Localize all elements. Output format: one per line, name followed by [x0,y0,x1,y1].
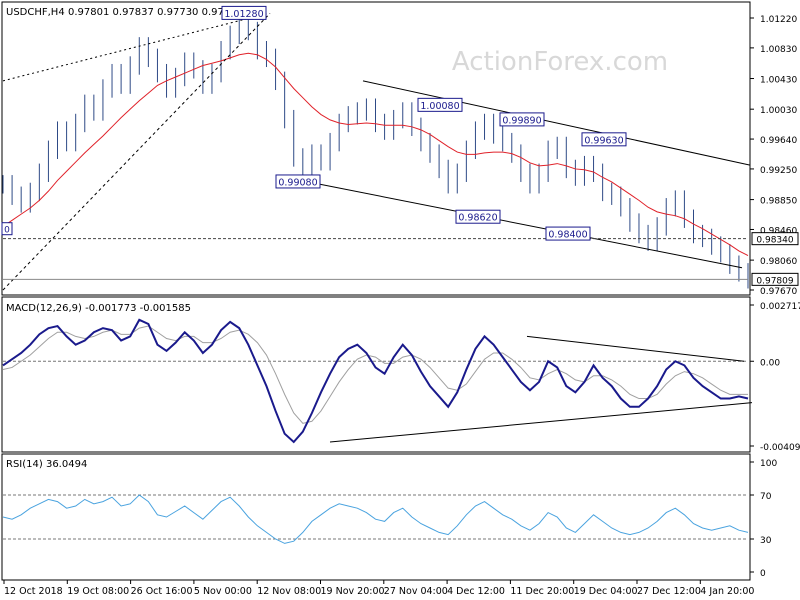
price-annotation-label: 0.99630 [584,135,623,146]
edge-label-box [1,222,13,236]
time-axis: 12 Oct 2018 19 Oct 08:00 26 Oct 16:00 5 Nov… [3,580,754,597]
price-tick-label: 0.98850 [760,197,797,207]
channel-lower-line [319,183,743,269]
lower-trendline-dashed [2,13,271,291]
price-annotation-label: 0.98400 [548,230,587,241]
rsi-line [2,494,749,544]
ohlc-values: 0.97801 0.97837 0.97730 0.97809 [68,7,243,18]
rsi-tick-label: 70 [760,492,772,502]
price-marker-box [751,272,799,286]
upper-trendline-dotted [2,12,269,82]
price-annotation-box [221,5,267,20]
price-tick-label: 1.00830 [760,45,797,55]
macd-title: MACD(12,26,9) -0.001773 -0.001585 [6,303,191,314]
time-tick-label: 4 Dec 12:00 [447,586,505,597]
price-marker-label: 0.97809 [756,276,793,286]
time-tick-label: 19 Dec 04:00 [574,586,638,597]
price-tick-label: 1.00030 [760,106,797,116]
macd-panel-frame [1,296,751,453]
price-annotation-label: 0.99890 [502,115,541,126]
time-tick-label: 19 Oct 08:00 [67,586,129,597]
price-annotation-box [545,226,591,241]
rsi-title: RSI(14) 36.0494 [6,459,87,470]
price-tick-label: 0.99250 [760,166,797,176]
price-tick-label: 0.98460 [760,226,797,236]
rsi-tick-label: 30 [760,536,772,546]
price-annotation-box [275,174,321,189]
price-axis: 1.01220 1.00830 1.00430 1.00030 0.99640 0.992… [750,15,799,297]
price-panel-frame [1,1,751,296]
price-tick-label: 0.98060 [760,257,797,267]
channel-upper-line [362,80,751,166]
macd-lower-trendline [329,402,753,443]
rsi-tick-label: 0 [760,569,766,579]
rsi-tick-label: 100 [760,459,777,469]
time-tick-label: 27 Dec 12:00 [637,586,701,597]
macd-tick-label: -0.004093 [760,443,800,453]
price-annotation-box [417,97,463,112]
price-tick-label: 1.01220 [760,15,797,25]
price-annotation-box [581,132,627,147]
symbol-label: USDCHF,H4 [6,7,65,18]
price-plot: 1.01280 1.00080 0.99890 0.99630 0.99080 0.986… [1,5,751,291]
price-tick-label: 1.00430 [760,76,797,86]
price-annotation-label: 0.98620 [458,213,497,224]
rsi-panel-frame [1,453,751,581]
macd-tick-label: 0.00 [760,358,780,368]
price-annotation-label: 1.01280 [224,9,263,20]
watermark: ActionForex.com [452,47,668,77]
macd-signal-line [2,325,748,424]
price-annotation-label: 0.99080 [278,177,317,188]
macd-tick-label: 0.002717 [760,302,800,312]
time-tick-label: 26 Oct 16:00 [131,586,193,597]
time-tick-label: 5 Nov 00:00 [194,586,252,597]
moving-average-line [2,52,749,256]
time-tick-label: 12 Oct 2018 [4,586,63,597]
macd-upper-trendline [526,335,745,362]
rsi-plot: 100 70 30 0 [2,459,777,579]
price-annotation-box [455,209,501,224]
price-annotation-box [499,112,545,127]
macd-plot: 0.002717 0.00 -0.004093 [2,302,800,453]
time-tick-label: 12 Nov 08:00 [257,586,321,597]
price-marker-box [751,232,799,246]
time-tick-label: 11 Dec 20:00 [510,586,574,597]
price-tick-label: 0.97670 [760,287,797,297]
time-tick-label: 19 Nov 20:00 [321,586,385,597]
edge-label: 0 [4,226,10,236]
price-tick-label: 0.99640 [760,136,797,146]
price-annotation-label: 1.00080 [420,101,459,112]
macd-main-line [2,318,749,444]
time-tick-label: 4 Jan 20:00 [700,586,754,597]
price-marker-label: 0.98340 [756,236,793,246]
time-tick-label: 27 Nov 04:00 [384,586,448,597]
